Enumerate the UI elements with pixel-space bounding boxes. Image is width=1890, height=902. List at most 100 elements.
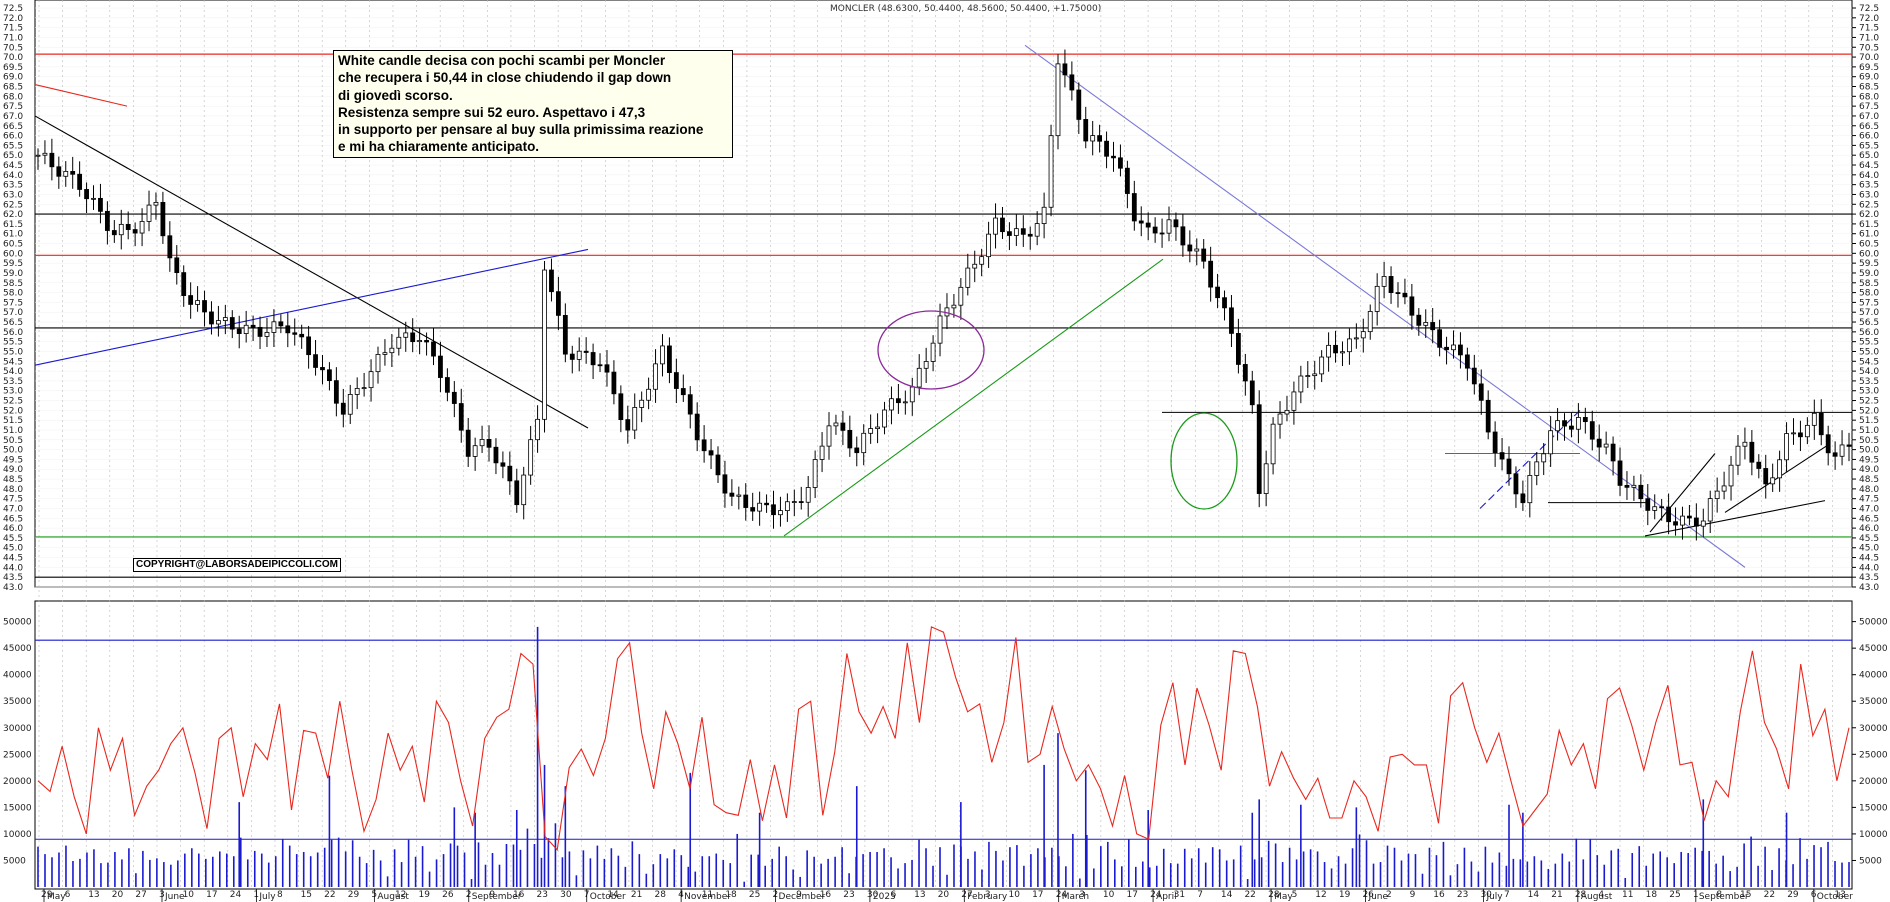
candle-body: [1048, 135, 1054, 208]
candle-body: [410, 332, 416, 343]
candle-body: [1756, 461, 1762, 469]
price-tick-label-left: 60.0: [3, 249, 23, 259]
candle-body: [417, 340, 423, 343]
price-tick-label: 51.5: [1859, 416, 1879, 426]
candle-body: [1069, 74, 1075, 91]
candle-body: [63, 171, 69, 177]
candle-body: [389, 347, 395, 354]
candle-body: [833, 422, 839, 427]
x-day-label: 15: [1740, 890, 1751, 900]
candle-body: [528, 439, 534, 476]
price-tick-label-left: 55.5: [3, 338, 23, 348]
price-tick-label-left: 59.5: [3, 259, 23, 269]
volume-tick-label: 10000: [1859, 830, 1888, 840]
candle-body: [104, 210, 110, 231]
candle-body: [1437, 329, 1443, 348]
price-tick-label-left: 50.0: [3, 446, 23, 456]
candle-body: [1347, 338, 1352, 353]
candle-body: [687, 394, 693, 415]
candle-body: [278, 321, 284, 327]
candle-body: [1340, 351, 1345, 354]
price-tick-label: 71.0: [1859, 33, 1879, 43]
candle-body: [1687, 515, 1692, 519]
x-day-label: 26: [1362, 890, 1374, 900]
candle-body: [1471, 367, 1477, 385]
x-day-label: 15: [301, 890, 312, 900]
x-month-label: March: [1062, 892, 1089, 902]
candle-body: [1159, 232, 1165, 235]
x-day-label: 4: [1598, 890, 1604, 900]
candle-body: [1249, 380, 1255, 406]
highlight-ellipse-purple: [877, 310, 985, 390]
candle-body: [1784, 433, 1789, 461]
candle-body: [229, 317, 235, 330]
x-day-label: 27: [961, 890, 972, 900]
x-day-label: 29: [1787, 890, 1799, 900]
candle-body: [1034, 223, 1040, 237]
price-tick-label-left: 62.5: [3, 200, 23, 210]
candle-body: [1041, 206, 1047, 224]
candle-body: [320, 367, 325, 371]
price-tick-label-left: 71.0: [3, 33, 23, 43]
rising-support-line: [1644, 500, 1826, 537]
price-tick-label-left: 68.5: [3, 83, 23, 93]
candle-body: [680, 388, 686, 396]
price-tick-label-left: 70.0: [3, 53, 23, 63]
candle-body: [569, 353, 575, 360]
price-tick-label-left: 62.0: [3, 210, 23, 220]
candle-body: [167, 235, 173, 259]
candle-body: [784, 501, 790, 512]
long-downtrend-line: [1024, 44, 1746, 568]
candle-body: [597, 364, 603, 367]
candle-body: [965, 267, 971, 288]
price-tick-label: 50.5: [1859, 436, 1879, 446]
candle-body: [306, 336, 312, 356]
candle-body: [916, 367, 922, 388]
candle-body: [576, 350, 582, 360]
candle-body: [1409, 296, 1415, 316]
price-tick-label-left: 71.5: [3, 24, 23, 34]
green-uptrend-line: [783, 258, 1164, 537]
candle-body: [1659, 506, 1665, 509]
price-tick-label: 60.0: [1859, 249, 1879, 259]
candle-body: [1818, 412, 1824, 436]
candle-body: [1326, 344, 1331, 358]
volume-tick-label-left: 20000: [3, 777, 32, 787]
candle-body: [1083, 119, 1089, 142]
annotation-line: Resistenza sempre sui 52 euro. Aspettavo…: [338, 104, 646, 120]
candle-body: [937, 315, 943, 344]
candle-body: [979, 256, 985, 265]
candle-body: [1811, 412, 1817, 426]
x-month-label: November: [684, 892, 731, 902]
x-day-label: 27: [135, 890, 146, 900]
price-tick-label: 61.0: [1859, 230, 1879, 240]
x-month-label: June: [164, 892, 185, 902]
price-tick-label: 64.0: [1859, 171, 1879, 181]
candle-body: [160, 202, 166, 237]
price-tick-label-left: 44.5: [3, 554, 23, 564]
price-tick-label: 59.0: [1859, 269, 1879, 279]
candle-body: [1603, 443, 1609, 448]
candle-body: [1187, 244, 1193, 252]
candle-body: [1013, 228, 1019, 236]
candle-body: [556, 291, 561, 316]
candle-body: [1298, 375, 1304, 393]
candle-body: [1728, 464, 1734, 487]
candle-body: [902, 401, 908, 404]
candle-body: [1166, 219, 1172, 234]
x-day-label: 30: [867, 890, 879, 900]
candle-body: [111, 230, 117, 236]
candle-body: [1478, 383, 1484, 401]
x-day-label: 24: [230, 890, 242, 900]
red-short-trendline: [34, 84, 128, 107]
x-day-label: 5: [1292, 890, 1298, 900]
candle-body: [368, 371, 374, 389]
x-day-label: 11: [702, 890, 713, 900]
price-tick-label-left: 58.5: [3, 279, 23, 289]
x-day-label: 19: [419, 890, 431, 900]
candle-body: [1791, 432, 1796, 435]
candle-body: [139, 221, 145, 234]
price-tick-label-left: 50.5: [3, 436, 23, 446]
annotation-line: e mi ha chiaramente anticipato.: [338, 139, 540, 155]
price-tick-label: 48.0: [1859, 485, 1879, 495]
